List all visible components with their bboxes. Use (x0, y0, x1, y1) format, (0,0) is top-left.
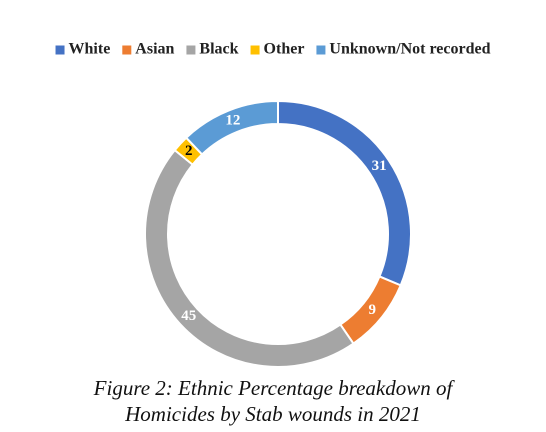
donut-segment (277, 99, 412, 287)
caption-line: Figure 2: Ethnic Percentage breakdown of (93, 376, 456, 400)
legend-label: Black (199, 41, 238, 58)
legend-marker (316, 45, 326, 55)
data-label: 2 (185, 143, 193, 159)
legend-label: Asian (135, 41, 174, 58)
data-label: 12 (225, 113, 240, 129)
donut: 31 9 45 2 12 (144, 99, 412, 368)
legend-marker (122, 45, 132, 55)
legend-label: Unknown/Not recorded (329, 41, 490, 58)
legend-label: Other (264, 41, 305, 58)
donut-segment (144, 148, 355, 368)
data-label: 45 (181, 308, 196, 324)
caption-line: Homicides by Stab wounds in 2021 (124, 402, 421, 426)
donut-segment (184, 99, 279, 156)
data-label: 31 (372, 158, 387, 174)
legend-label: White (69, 41, 111, 58)
legend: White Asian Black Other Unknown/Not recorded (55, 41, 491, 58)
legend-marker (55, 45, 65, 55)
data-label: 9 (369, 302, 377, 318)
legend-marker (250, 45, 260, 55)
legend-marker (186, 45, 196, 55)
